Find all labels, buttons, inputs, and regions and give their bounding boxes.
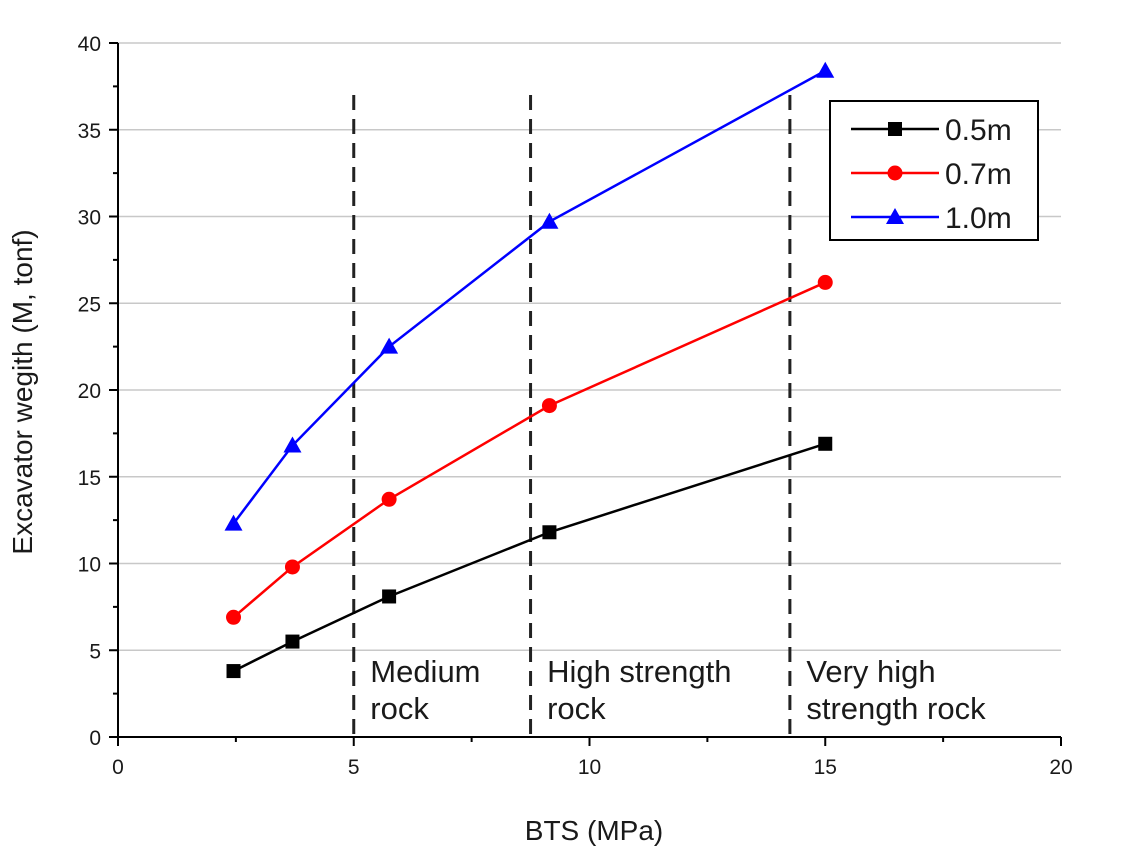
data-point-square (382, 589, 397, 604)
x-tick-label: 0 (112, 756, 124, 779)
data-point-triangle (380, 337, 399, 354)
x-axis-title: BTS (MPa) (525, 815, 663, 846)
legend-label: 1.0m (945, 202, 1012, 235)
y-axis-title: Excavator wegith (M, tonf) (7, 229, 38, 554)
series-0.5m (226, 436, 833, 679)
data-point-triangle (283, 436, 302, 453)
y-tick-label: 30 (78, 207, 101, 230)
region-label: strength rock (806, 691, 986, 726)
y-tick-label: 0 (89, 727, 101, 750)
data-point-circle (817, 274, 833, 290)
y-tick-label: 5 (89, 640, 101, 663)
series-1.0m (224, 61, 835, 531)
y-tick-label: 25 (78, 293, 101, 316)
legend-marker-circle (887, 165, 903, 181)
x-tick-label: 5 (348, 756, 360, 779)
data-point-square (818, 436, 833, 451)
legend-marker-triangle (886, 208, 904, 224)
data-point-triangle (816, 61, 835, 78)
data-point-triangle (224, 514, 243, 531)
region-label: rock (370, 691, 429, 726)
grid-lines (118, 42, 1061, 651)
y-tick-label: 35 (78, 120, 101, 143)
data-point-square (542, 525, 557, 540)
data-point-square (285, 634, 300, 649)
x-tick-label: 20 (1049, 756, 1072, 779)
legend: 0.5m 0.7m 1.0m (829, 100, 1039, 241)
data-point-circle (284, 559, 300, 575)
legend-marker-square (888, 122, 902, 136)
region-label: Medium (370, 654, 480, 689)
data-point-triangle (540, 212, 559, 229)
y-tick-label: 20 (78, 380, 101, 403)
data-point-square (226, 664, 241, 679)
region-label: rock (547, 691, 606, 726)
y-tick-label: 10 (78, 554, 101, 577)
x-tick-label: 10 (578, 756, 601, 779)
data-point-circle (226, 609, 242, 625)
data-series (224, 61, 835, 679)
legend-label: 0.5m (945, 114, 1012, 147)
series-line (232, 281, 826, 619)
series-0.7m (226, 274, 833, 625)
legend-label: 0.7m (945, 158, 1012, 191)
y-tick-label: 15 (78, 467, 101, 490)
rock-class-boundaries (352, 95, 792, 737)
y-tick-label: 40 (78, 33, 101, 56)
data-point-circle (541, 398, 557, 414)
data-point-circle (381, 491, 397, 507)
tick-marks: 0 5 10 15 20 0 5 10 15 20 25 30 35 40 (78, 33, 1073, 779)
x-tick-label: 15 (814, 756, 837, 779)
region-label: High strength (547, 654, 731, 689)
region-label: Very high (806, 654, 935, 689)
